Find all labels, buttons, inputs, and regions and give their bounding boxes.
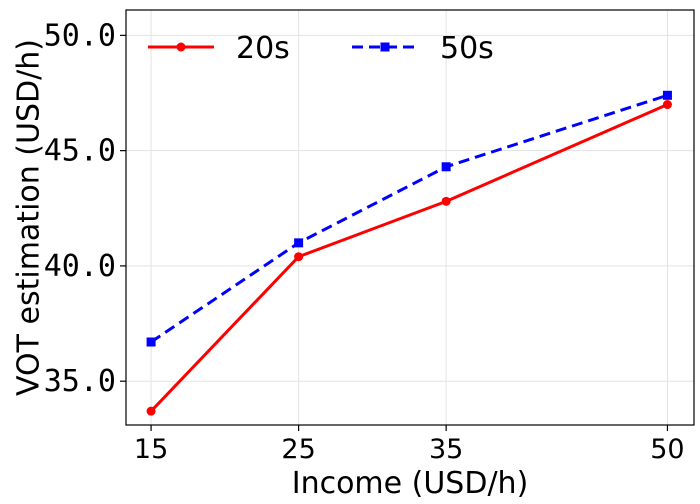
- x-axis-label: Income (USD/h): [292, 466, 529, 500]
- plot-area-frame: [125, 9, 695, 426]
- grid: [126, 10, 694, 425]
- data-point-50s: [662, 90, 672, 100]
- legend-marker-50s: [380, 42, 390, 52]
- legend: 20s 50s: [148, 31, 494, 66]
- y-tick-label: 35.0: [44, 364, 116, 399]
- y-tick-label: 40.0: [44, 249, 116, 284]
- series-group: [146, 90, 672, 416]
- data-point-20s: [662, 100, 672, 110]
- data-point-50s: [441, 162, 451, 172]
- series-line-20s: [149, 103, 669, 413]
- x-tick-label: 15: [134, 434, 168, 465]
- series-line-50s: [150, 93, 668, 344]
- legend-marker-20s: [176, 42, 186, 52]
- data-point-20s: [441, 196, 451, 206]
- data-point-20s: [146, 406, 156, 416]
- data-point-20s: [294, 252, 304, 262]
- data-point-50s: [146, 337, 156, 347]
- data-point-50s: [294, 238, 304, 248]
- series-20s: [146, 100, 672, 416]
- y-axis-label: VOT estimation (USD/h): [12, 39, 47, 396]
- x-tick-label: 25: [281, 434, 315, 465]
- x-tick-label: 35: [429, 434, 463, 465]
- x-tick-label: 50: [650, 434, 684, 465]
- y-tick-label: 50.0: [44, 18, 116, 53]
- y-tick-label: 45.0: [44, 134, 116, 169]
- axis-ticks: 35.0 40.0 45.0 50.0 15 25 35 50: [44, 18, 685, 465]
- legend-label-50s: 50s: [440, 31, 494, 66]
- legend-label-20s: 20s: [236, 31, 290, 66]
- series-50s: [146, 90, 672, 347]
